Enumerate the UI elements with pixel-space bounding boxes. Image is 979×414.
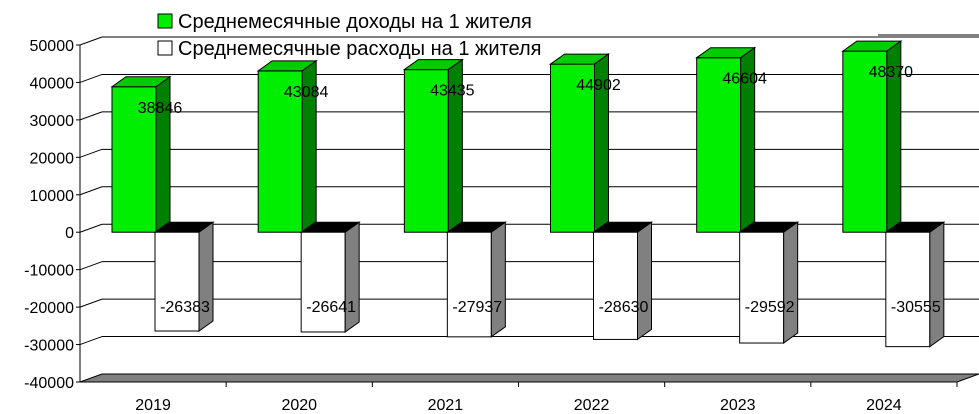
- gridline-depth: [79, 36, 103, 46]
- chart-floor: [79, 373, 979, 383]
- income-data-label: 44902: [576, 77, 621, 94]
- y-tick-label: 50000: [30, 38, 75, 55]
- y-tick-label: 30000: [30, 113, 75, 130]
- x-tick-label: 2022: [574, 397, 610, 414]
- income-data-label: 43084: [284, 84, 329, 101]
- expenses-bar-side: [929, 221, 945, 348]
- income-data-label: 46604: [722, 71, 767, 88]
- expenses-bar-front: [885, 231, 931, 348]
- expenses-bar-side: [783, 221, 799, 344]
- data-labels: 38846 -26383 43084 -26641 43435 -27937 44902 -2…: [138, 64, 941, 316]
- expenses-data-label: -27937: [452, 299, 502, 316]
- expenses-data-label: -26641: [306, 299, 356, 316]
- y-tick-label: 10000: [30, 188, 75, 205]
- x-tick-label: 2024: [866, 397, 902, 414]
- x-tick-label: 2020: [281, 397, 317, 414]
- expenses-data-label: -29592: [745, 299, 795, 316]
- x-tick-label: 2019: [135, 397, 171, 414]
- x-tick-label: 2021: [428, 397, 464, 414]
- expenses-bar-front: [300, 231, 346, 333]
- expenses-bar-front: [593, 231, 638, 340]
- expenses-bar-side: [344, 221, 360, 333]
- expenses-data-label: -28630: [599, 299, 649, 316]
- expenses-bar-front: [154, 231, 200, 332]
- income-bar-front: [550, 63, 595, 233]
- y-tick-label: 40000: [30, 75, 75, 92]
- x-tick-label: 2023: [720, 397, 756, 414]
- expenses-bar-side: [490, 221, 506, 338]
- expenses-bar-side: [198, 221, 214, 332]
- income-bar-front: [842, 50, 888, 233]
- income-data-label: 48370: [869, 64, 914, 81]
- legend-swatch-expenses: [157, 40, 173, 56]
- y-tick-label: -30000: [24, 338, 74, 355]
- gridline-depth: [79, 336, 103, 346]
- income-data-label: 43435: [430, 83, 475, 100]
- axes: 50000 40000 30000 20000 10000 0 -10000 -20000 -3…: [24, 38, 958, 414]
- legend: Среднемесячные доходы на 1 жителя Средне…: [157, 11, 541, 60]
- expenses-bar-front: [446, 231, 492, 338]
- legend-swatch-income: [157, 13, 173, 29]
- income-data-label: 38846: [138, 100, 183, 117]
- y-tick-label: 20000: [30, 150, 75, 167]
- gridline-depth: [79, 223, 103, 233]
- y-tick-label: -20000: [24, 300, 74, 317]
- expenses-data-label: -26383: [160, 299, 210, 316]
- expenses-data-label: -30555: [891, 299, 941, 316]
- gridlines: [79, 34, 979, 383]
- y-tick-label: -10000: [24, 263, 74, 280]
- legend-label-expenses: Среднемесячные расходы на 1 жителя: [178, 38, 541, 60]
- expenses-bar-front: [739, 231, 785, 344]
- legend-label-income: Среднемесячные доходы на 1 жителя: [178, 11, 532, 33]
- y-tick-label: -40000: [24, 375, 74, 392]
- gridline-depth: [79, 73, 103, 83]
- bars: [110, 40, 946, 348]
- gridline-depth: [79, 186, 103, 196]
- y-tick-label: 0: [65, 225, 74, 242]
- gridline-depth: [79, 298, 103, 308]
- income-bar-front: [696, 57, 742, 233]
- gridline-depth: [79, 111, 103, 121]
- expenses-bar-side: [637, 221, 652, 341]
- gridline-depth: [79, 148, 103, 158]
- gridline-depth: [79, 261, 103, 271]
